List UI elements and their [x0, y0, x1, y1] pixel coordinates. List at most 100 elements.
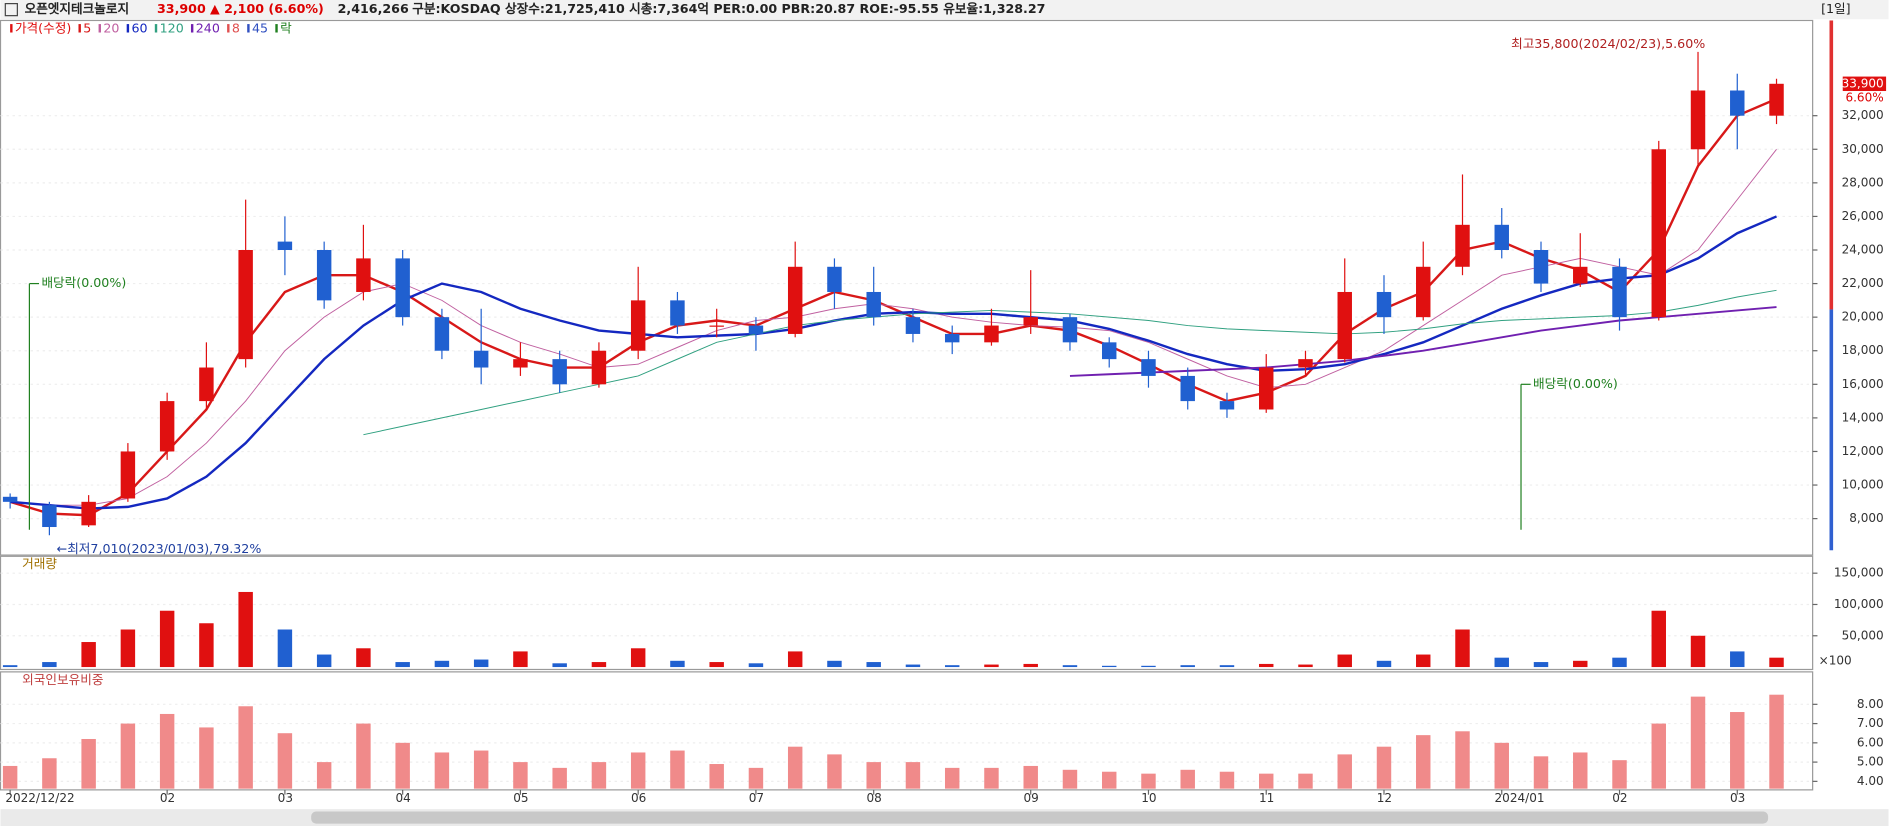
y-tick-label: 8.00	[1857, 697, 1884, 711]
foreign-bar	[1337, 754, 1352, 789]
foreign-bar	[1062, 769, 1078, 789]
volume-bar	[81, 642, 96, 668]
legend-swatch	[247, 24, 250, 33]
y-tick-label: 100,000	[1834, 597, 1884, 611]
x-tick-label: 03	[1730, 791, 1745, 805]
volume-bar	[630, 648, 646, 668]
candle-body	[1730, 90, 1745, 116]
volume-bar	[238, 591, 253, 668]
candle-body	[1337, 291, 1352, 360]
foreign-bar	[2, 765, 18, 789]
volume-bar	[1337, 654, 1352, 668]
candle-body	[199, 367, 214, 402]
foreign-bar	[552, 767, 567, 789]
y-tick-label: 24,000	[1842, 243, 1884, 257]
price: 33,900	[157, 1, 206, 16]
volume-bar	[670, 660, 685, 668]
candle-body	[1141, 359, 1156, 376]
volume-bar	[42, 662, 57, 668]
candle-body	[1494, 224, 1509, 251]
volume-panel	[0, 555, 1814, 671]
volume-bar	[905, 664, 921, 668]
x-tick-label: 2022/12/22	[5, 791, 74, 805]
volume-bar	[120, 629, 136, 668]
range-bar	[1829, 309, 1834, 551]
foreign-bar	[1612, 760, 1627, 789]
y-tick-label: 150,000	[1834, 566, 1884, 580]
foreign-bar	[1141, 773, 1156, 789]
volume-bar	[434, 660, 450, 668]
foreign-bar	[984, 767, 999, 789]
candle-body	[1023, 317, 1038, 326]
foreign-bar	[709, 764, 724, 789]
candle-body	[1455, 224, 1470, 267]
foreign-bar	[1023, 765, 1038, 789]
x-tick-label: 05	[513, 791, 528, 805]
foreign-bar	[238, 706, 253, 789]
legend-swatch	[190, 24, 194, 33]
legend-swatch	[98, 24, 101, 33]
volume-bar	[356, 648, 371, 668]
legend-label: 20	[103, 20, 119, 35]
checkbox[interactable]	[4, 3, 18, 17]
volume-title: 거래량	[22, 556, 57, 571]
candle-body	[513, 359, 528, 368]
foreign-bar	[120, 723, 136, 789]
foreign-bar	[827, 754, 842, 789]
foreign-bar	[1730, 712, 1745, 789]
foreign-bar	[944, 767, 960, 789]
period[interactable]: [1일]	[1821, 1, 1851, 16]
candle-body	[984, 325, 999, 343]
legend-label: 락	[280, 20, 292, 35]
candle-body	[42, 505, 57, 528]
volume-bar	[1730, 651, 1745, 668]
ma-line	[9, 97, 1777, 517]
volume-bar	[1690, 635, 1706, 668]
stock-name: 오픈엣지테크놀로지	[25, 1, 130, 16]
candle-body	[1612, 266, 1627, 318]
y-tick-label: 18,000	[1842, 343, 1884, 357]
x-tick-label: 06	[631, 791, 646, 805]
candle-body	[1769, 83, 1784, 116]
volume-bar	[1141, 665, 1156, 668]
foreign-bar	[787, 746, 803, 789]
volume-bar	[199, 623, 214, 668]
foreign-bar	[81, 738, 96, 789]
volume-bar	[1298, 664, 1313, 668]
y-tick-label: 4.00	[1857, 774, 1884, 788]
candle-body	[395, 258, 410, 318]
y-tick-label: 7.00	[1857, 716, 1884, 730]
foreign-bar	[1769, 694, 1784, 789]
range-bar	[1829, 20, 1834, 310]
legend-label: 45	[252, 20, 268, 35]
y-tick-label: 16,000	[1842, 377, 1884, 391]
legend-swatch	[154, 24, 158, 33]
legend-label: 8	[232, 20, 240, 35]
foreign-bar	[866, 762, 881, 789]
legend-label: 5	[83, 20, 91, 35]
annotation: 배당락(0.00%)	[41, 275, 126, 290]
foreign-bar	[395, 742, 410, 789]
candle-body	[552, 359, 567, 385]
candle-body	[944, 333, 960, 343]
y-tick-label: 14,000	[1842, 410, 1884, 424]
y-tick-label: 32,000	[1842, 108, 1884, 122]
volume-bar	[1573, 660, 1588, 668]
foreign-bar	[1494, 742, 1509, 789]
candle-body	[316, 250, 332, 301]
candle-body	[81, 501, 96, 526]
x-tick-label: 03	[278, 791, 293, 805]
volume-bar	[473, 659, 489, 668]
scroll-thumb[interactable]	[311, 811, 1769, 824]
x-tick-label: 10	[1141, 791, 1156, 805]
x-tick-label: 12	[1377, 791, 1392, 805]
volume-bar	[1023, 663, 1038, 668]
volume-bar	[1219, 665, 1235, 668]
price-panel	[0, 19, 1814, 556]
header-bar	[0, 0, 1889, 20]
legend-swatch	[126, 24, 130, 33]
foreign-bar	[1573, 752, 1588, 789]
foreign-bar	[434, 752, 450, 789]
y-tick-label: 10,000	[1842, 478, 1884, 492]
